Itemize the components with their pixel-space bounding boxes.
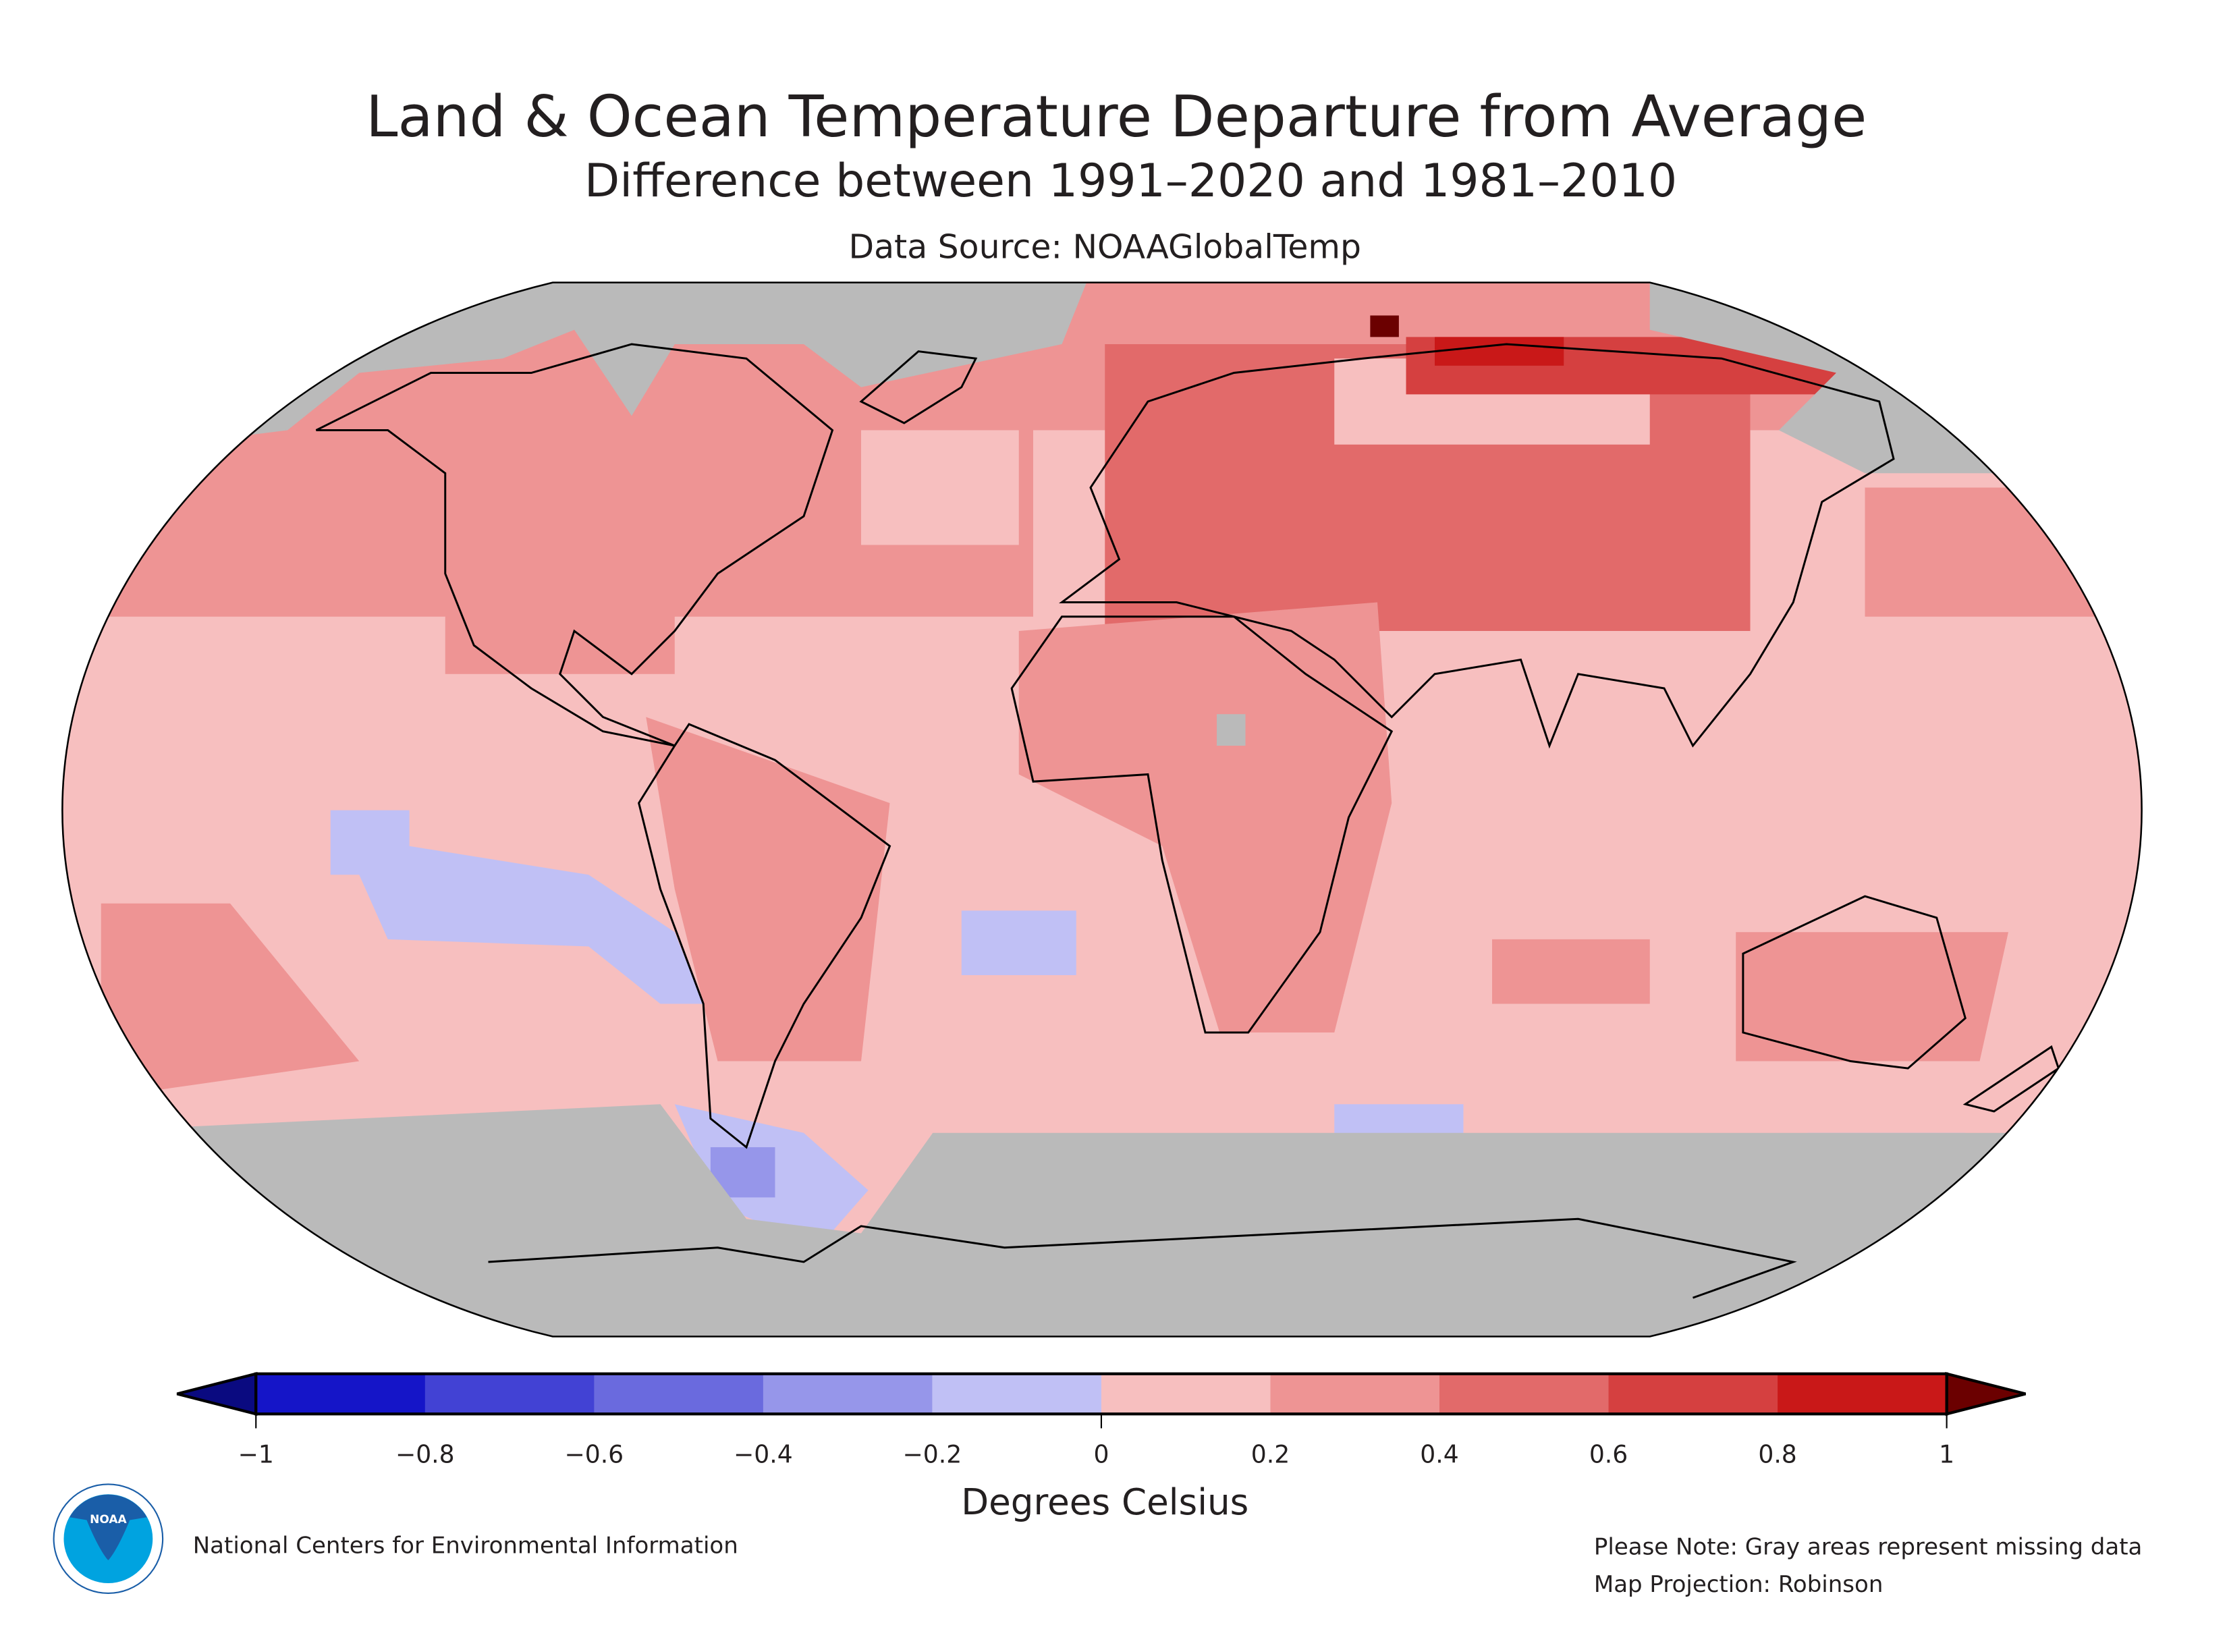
colorbar-tick-label: 0 xyxy=(1093,1440,1109,1469)
colorbar-segment xyxy=(1608,1373,1779,1414)
region-australia xyxy=(1736,932,2008,1062)
chart-subtitle: Difference between 1991–2020 and 1981–20… xyxy=(584,155,1677,208)
colorbar-segment xyxy=(594,1373,764,1414)
coastlines xyxy=(315,343,2060,1299)
region-south-america xyxy=(646,717,890,1062)
colorbar-tick-label: −0.8 xyxy=(395,1440,455,1469)
region-africa xyxy=(1018,602,1392,1032)
footer-note: Please Note: Gray areas represent missin… xyxy=(1594,1534,2142,1561)
colorbar-tick-label: −0.4 xyxy=(734,1440,793,1469)
colorbar-segment xyxy=(763,1373,933,1414)
colorbar-tick-label: −0.6 xyxy=(564,1440,624,1469)
colorbar-label: Degrees Celsius xyxy=(961,1481,1248,1523)
colorbar-segment xyxy=(424,1373,595,1414)
region-south-pacific xyxy=(101,903,360,1090)
footer-projection: Map Projection: Robinson xyxy=(1594,1571,1884,1598)
footer-org: National Centers for Environmental Infor… xyxy=(193,1532,738,1559)
noaa-logo: NOAA xyxy=(53,1483,164,1594)
colorbar-tick-label: 0.2 xyxy=(1251,1440,1290,1469)
colorbar-tick-label: 0.6 xyxy=(1589,1440,1628,1469)
region-north-america xyxy=(445,545,675,674)
chart-title: Land & Ocean Temperature Departure from … xyxy=(366,84,1867,150)
colorbar-tick-label: 0.8 xyxy=(1758,1440,1796,1469)
colorbar-segment xyxy=(1270,1373,1441,1414)
colorbar-tick-label: 0.4 xyxy=(1420,1440,1458,1469)
missing-data-antarctic xyxy=(62,1104,2142,1337)
colorbar-segment xyxy=(1778,1373,1948,1414)
colorbar-segment xyxy=(1439,1373,1610,1414)
colorbar-tick-label: 1 xyxy=(1939,1440,1954,1469)
region-east-pacific-cool xyxy=(330,810,704,1004)
noaa-logo-text: NOAA xyxy=(90,1513,127,1526)
colorbar: −1 −0.8 −0.6 −0.4 −0.2 0 0.2 0.4 0.6 0.8 1 Degrees… xyxy=(176,1372,2027,1523)
colorbar-segment xyxy=(256,1373,426,1414)
world-map xyxy=(62,282,2142,1337)
colorbar-tick-label: −1 xyxy=(238,1440,274,1469)
colorbar-segment xyxy=(1101,1373,1271,1414)
colorbar-segment xyxy=(932,1373,1102,1414)
colorbar-over-triangle xyxy=(1945,1372,2027,1416)
map-border xyxy=(61,281,2143,1338)
colorbar-tick-label: −0.2 xyxy=(903,1440,962,1469)
data-source: Data Source: NOAAGlobalTemp xyxy=(848,228,1361,267)
colorbar-under-triangle xyxy=(176,1372,258,1416)
